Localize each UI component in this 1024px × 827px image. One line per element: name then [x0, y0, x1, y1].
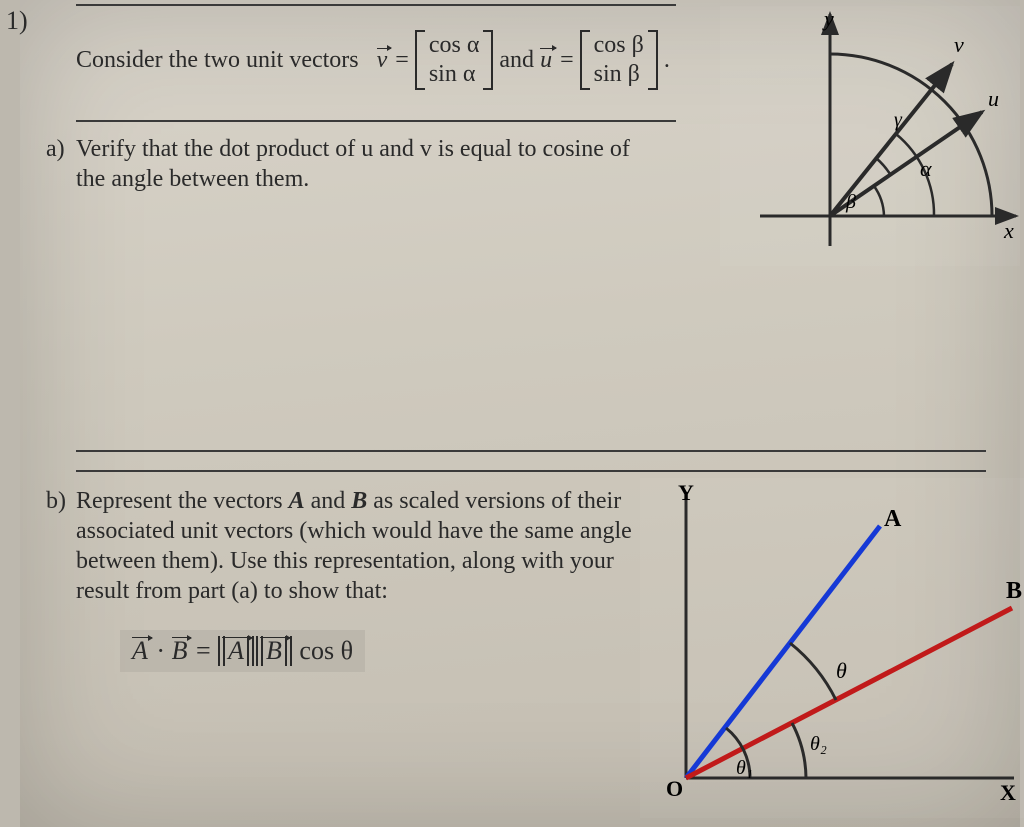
matrix-u-row2: sin β	[594, 61, 644, 88]
norm-A-sym: A	[222, 636, 250, 666]
part-a-line2: the angle between them.	[76, 166, 309, 192]
formula-A: A	[132, 636, 150, 666]
part-b-text4: associated unit vectors (which would hav…	[76, 518, 632, 544]
part-b-text2: and	[305, 488, 352, 514]
fig2-B-label: B	[1006, 578, 1022, 604]
part-a: a) Verify that the dot product of u and …	[76, 134, 686, 194]
matrix-v: cos α sin α	[415, 30, 494, 90]
fig1-alpha-label: α	[920, 156, 932, 181]
fig2-X-label: X	[1000, 780, 1016, 805]
rule-under-a	[76, 120, 676, 122]
intro-period: .	[664, 47, 670, 74]
matrix-v-row1: cos α	[429, 32, 480, 59]
intro-lead: Consider the two unit vectors	[76, 47, 359, 74]
norm-B-sym: B	[260, 636, 288, 666]
vector-v-symbol: v	[377, 47, 390, 74]
problem-intro: Consider the two unit vectors v = cos α …	[76, 30, 716, 90]
part-b: b) Represent the vectors A and B as scal…	[76, 486, 636, 606]
fig1-v-label: v	[954, 32, 964, 57]
part-b-B: B	[351, 488, 367, 514]
intro-and: and	[499, 47, 534, 74]
rule-before-b-2	[76, 470, 986, 472]
fig1-beta-label: β	[845, 191, 856, 213]
equals-1: =	[395, 47, 409, 74]
part-b-text5: between them). Use this representation, …	[76, 548, 614, 574]
fig1-gamma-label: γ	[894, 109, 903, 131]
figure-1: y x v u γ α β	[720, 6, 1020, 266]
formula-box: A · B = AB cos θ	[120, 630, 365, 672]
fig1-x-label: x	[1003, 218, 1014, 243]
fig2-O-label: O	[666, 776, 683, 801]
rule-before-b-1	[76, 450, 986, 452]
norm-B: B	[256, 636, 292, 666]
equals-2: =	[560, 47, 574, 74]
part-b-text1: Represent the vectors	[76, 488, 289, 514]
problem-number: 1)	[6, 6, 28, 36]
part-b-label: b)	[46, 486, 66, 516]
part-b-text6: result from part (a) to show that:	[76, 578, 388, 604]
formula-dot: ·	[150, 636, 172, 665]
formula-eq: =	[189, 636, 217, 665]
formula-cos: cos θ	[293, 636, 353, 665]
matrix-u: cos β sin β	[580, 30, 658, 90]
norm-A: A	[218, 636, 254, 666]
fig2-theta2-label: θ₂	[810, 733, 827, 755]
matrix-v-row2: sin α	[429, 61, 480, 88]
part-b-text3: as scaled versions of their	[367, 488, 621, 514]
rule-top	[76, 4, 676, 6]
fig2-theta1-label: θ₁	[736, 757, 753, 779]
fig1-u-label: u	[988, 86, 999, 111]
part-a-label: a)	[46, 134, 65, 164]
figure-2: Y X O A B θ θ₂ θ₁	[640, 478, 1024, 818]
fig2-Y-label: Y	[678, 480, 694, 505]
vector-u-symbol: u	[540, 47, 554, 74]
fig1-y-label: y	[822, 6, 834, 31]
part-b-A: A	[289, 488, 305, 514]
fig2-A-label: A	[884, 506, 902, 532]
matrix-u-row1: cos β	[594, 32, 644, 59]
fig2-theta-label: θ	[836, 658, 847, 683]
formula-B: B	[172, 636, 190, 666]
part-a-line1: Verify that the dot product of u and v i…	[76, 136, 630, 162]
